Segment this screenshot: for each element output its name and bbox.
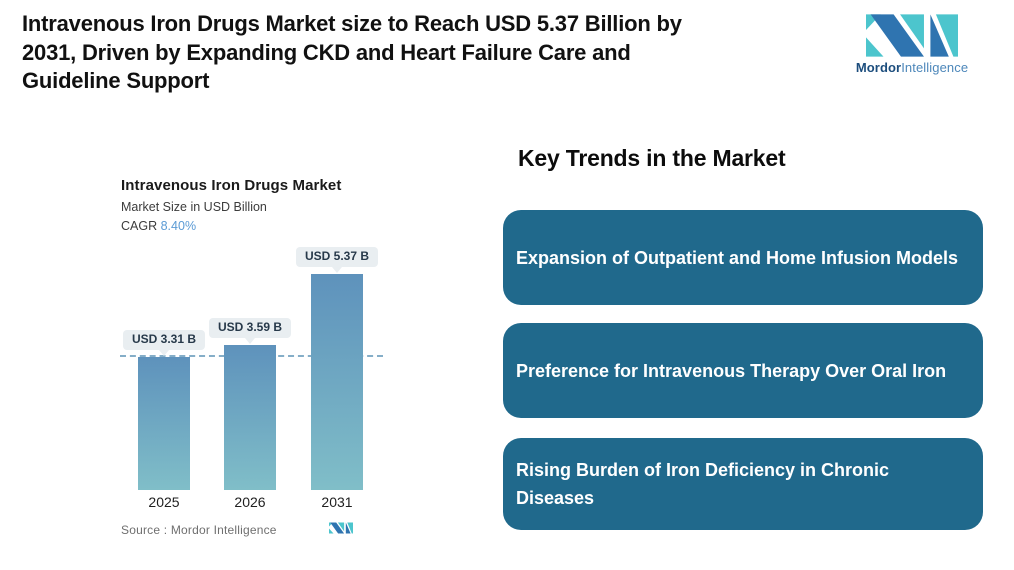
mordor-logo-wordmark: MordorIntelligence: [853, 60, 971, 75]
trend-card-label: Rising Burden of Iron Deficiency in Chro…: [516, 460, 890, 508]
bar-value-label: USD 3.59 B: [208, 318, 292, 345]
cagr-value: 8.40%: [160, 219, 197, 233]
bar-2026: [224, 345, 276, 490]
trend-card-iron-deficiency-burden: Rising Burden of Iron Deficiency in Chro…: [503, 438, 983, 530]
mordor-mini-logo-icon: [329, 520, 353, 536]
bar-2025: [138, 356, 190, 490]
chart-subtitle: Market Size in USD Billion: [121, 200, 267, 214]
bar-value-label: USD 3.31 B: [122, 329, 206, 356]
trend-card-iv-over-oral: Preference for Intravenous Therapy Over …: [503, 323, 983, 418]
logo-word-light: Intelligence: [901, 60, 969, 75]
mordor-intelligence-logo: MordorIntelligence: [853, 14, 971, 75]
trends-heading: Key Trends in the Market: [518, 145, 786, 171]
trend-card-outpatient-home-infusion: Expansion of Outpatient and Home Infusio…: [503, 210, 983, 305]
chart-title: Intravenous Iron Drugs Market: [121, 177, 342, 194]
page-title: Intravenous Iron Drugs Market size to Re…: [22, 10, 832, 96]
bar-2031: [311, 273, 363, 490]
chart-source: Source : Mordor Intelligence: [121, 523, 277, 537]
page-title-line-3: Guideline Support: [22, 68, 210, 93]
bar-value-label: USD 5.37 B: [295, 246, 379, 273]
trend-card-label: Preference for Intravenous Therapy Over …: [516, 360, 947, 381]
x-axis-tick-label: 2031: [321, 494, 353, 510]
reference-dashed-line: [120, 354, 383, 357]
page-title-line-1: Intravenous Iron Drugs Market size to Re…: [22, 11, 682, 36]
x-axis-tick-label: 2026: [234, 494, 266, 510]
page-title-line-2: 2031, Driven by Expanding CKD and Heart …: [22, 39, 631, 65]
logo-word-bold: Mordor: [855, 60, 902, 75]
x-axis-tick-label: 2025: [148, 494, 180, 510]
trend-card-label: Expansion of Outpatient and Home Infusio…: [516, 247, 959, 268]
chart-cagr-line: CAGR 8.40%: [121, 219, 196, 233]
mordor-logo-mark-icon: [866, 14, 958, 57]
cagr-label: CAGR: [121, 219, 158, 233]
